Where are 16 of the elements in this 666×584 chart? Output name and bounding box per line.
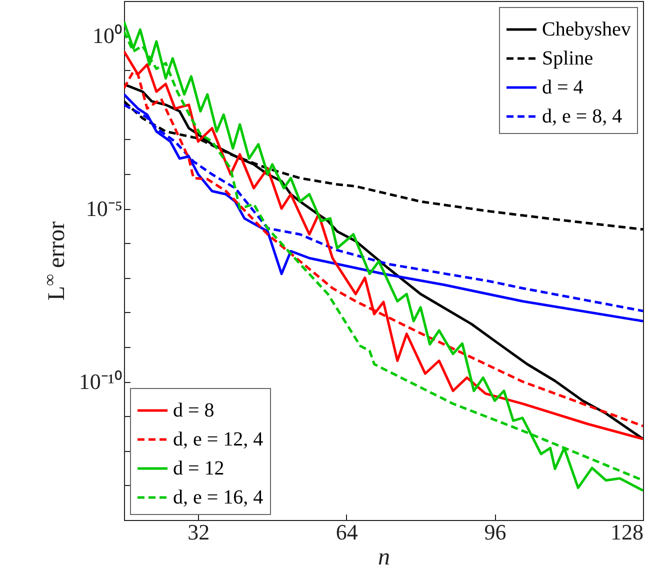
x-tick-label: 96 [484, 520, 506, 544]
y-tick-label: 10⁻¹⁰ [78, 369, 122, 394]
legend-label: d, e = 16, 4 [173, 486, 264, 508]
legend-label: d = 12 [173, 458, 224, 480]
x-tick-label: 32 [188, 520, 210, 544]
x-tick-label: 128 [610, 520, 644, 544]
legend-label: Spline [542, 48, 594, 70]
x-tick-label: 64 [336, 520, 358, 544]
legend-label: d, e = 8, 4 [542, 106, 622, 128]
legend-label: d, e = 12, 4 [173, 428, 264, 450]
legend-label: Chebyshev [542, 18, 631, 40]
x-axis-title: n [378, 544, 390, 570]
y-tick-label: 10⁻⁵ [86, 196, 122, 222]
y-tick-label: 10⁰ [92, 23, 122, 48]
legend-label: d = 8 [173, 400, 214, 422]
legend-label: d = 4 [542, 76, 584, 98]
